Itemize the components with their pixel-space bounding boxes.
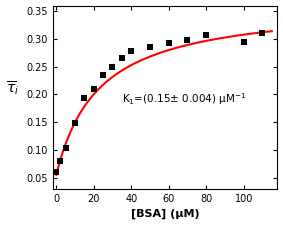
Point (91, 87, 96, 91)
Point (204, 33, 209, 37)
Point (101, 73, 105, 77)
Point (58, 159, 62, 163)
Point (82, 97, 87, 100)
Point (129, 49, 134, 53)
Point (185, 38, 190, 42)
Point (73, 122, 77, 125)
Point (63, 146, 68, 150)
Point (120, 56, 124, 60)
X-axis label: [BSA] (μM): [BSA] (μM) (131, 209, 199, 219)
Point (148, 45, 152, 49)
Point (166, 41, 171, 45)
Point (260, 32, 265, 35)
Point (54, 170, 59, 174)
Point (241, 40, 246, 43)
Text: K$_1$=(0.15± 0.004) μM$^{-1}$: K$_1$=(0.15± 0.004) μM$^{-1}$ (122, 91, 246, 107)
Point (110, 65, 115, 68)
Y-axis label: $\overline{\tau}_{i}$: $\overline{\tau}_{i}$ (6, 79, 19, 97)
